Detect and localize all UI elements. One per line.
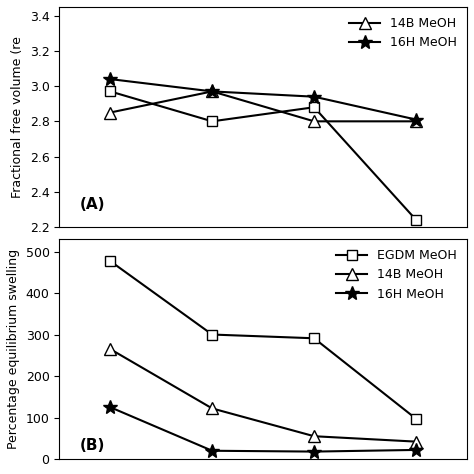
Y-axis label: Fractional free volume (re: Fractional free volume (re [11,36,24,198]
Y-axis label: Percentage equilibrium swelling: Percentage equilibrium swelling [7,249,20,449]
Text: (A): (A) [80,197,105,212]
Text: (B): (B) [80,438,105,453]
Legend: 14B MeOH, 16H MeOH: 14B MeOH, 16H MeOH [345,13,461,53]
Legend: EGDM MeOH, 14B MeOH, 16H MeOH: EGDM MeOH, 14B MeOH, 16H MeOH [332,246,461,304]
